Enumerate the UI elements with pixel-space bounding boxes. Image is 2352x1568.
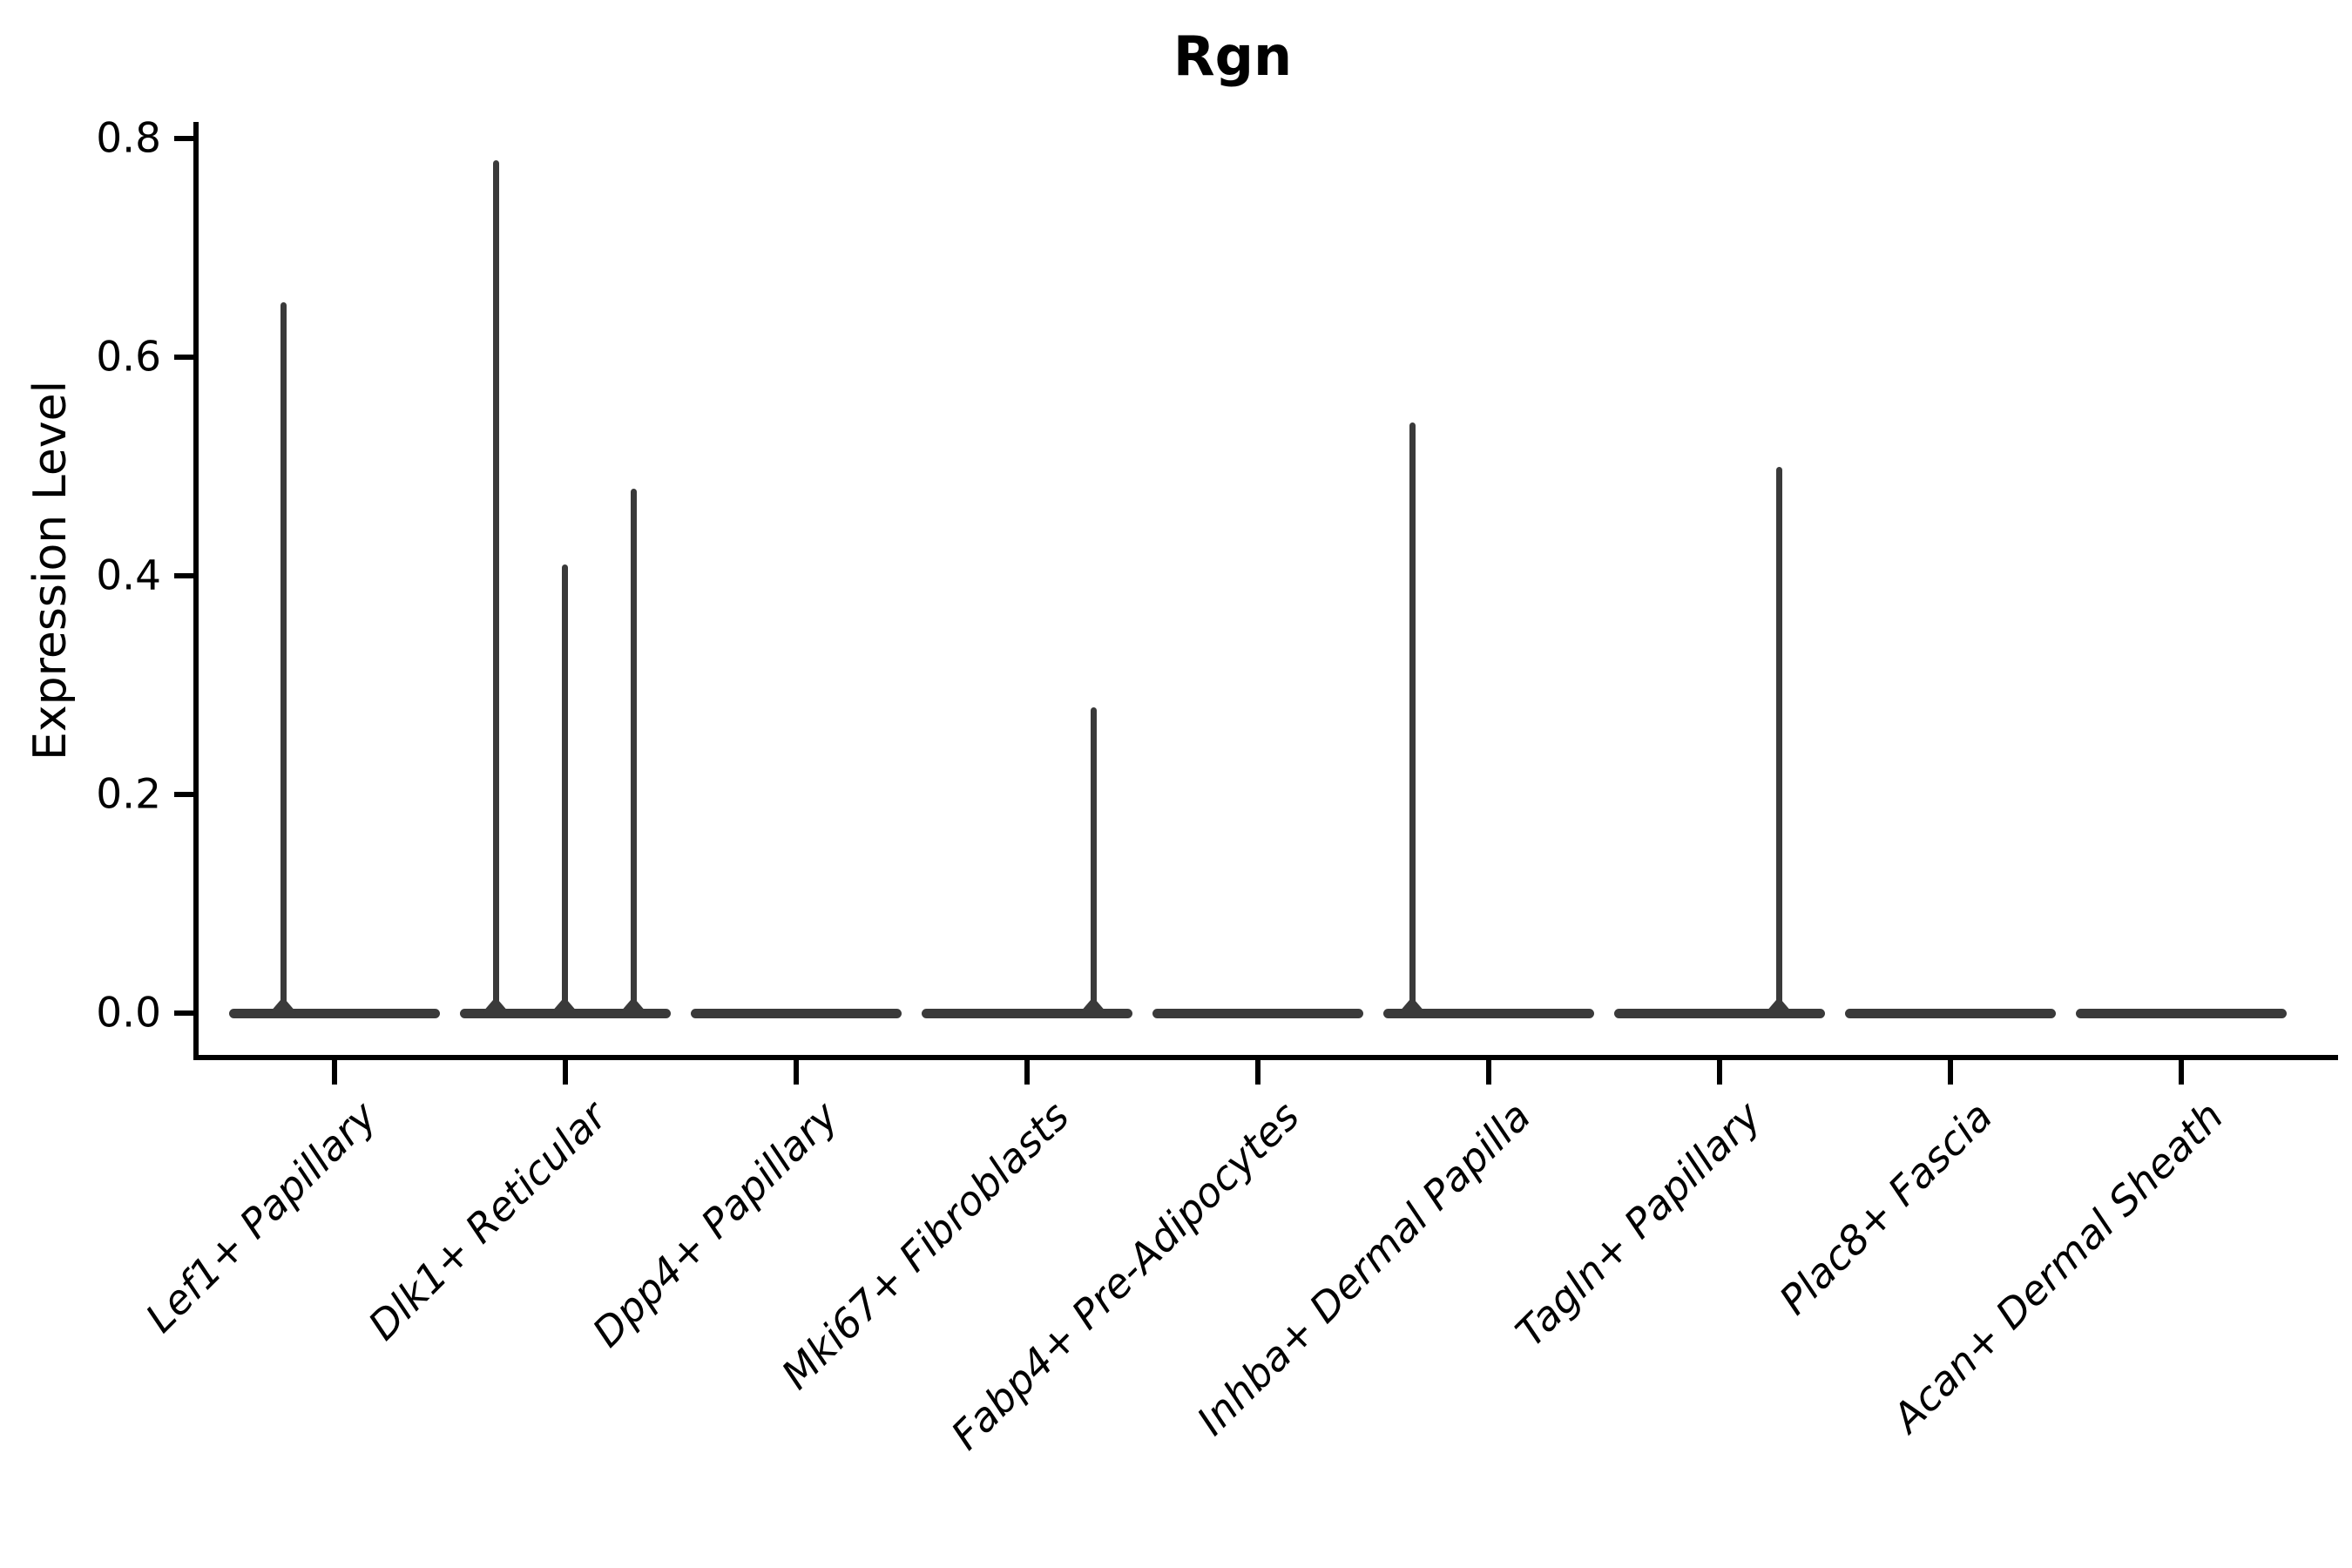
violin-base <box>1614 1009 1825 1018</box>
violin-base <box>1383 1009 1594 1018</box>
y-axis-label: Expression Level <box>24 380 77 761</box>
y-axis-tick <box>174 573 194 578</box>
violin-spike <box>280 302 287 1017</box>
x-axis-tick <box>1717 1060 1722 1085</box>
x-axis-tick-label: Dpp4+ Papillary <box>583 1092 848 1356</box>
x-axis-tick <box>1948 1060 1953 1085</box>
violin-base <box>229 1009 440 1018</box>
violin-base <box>691 1009 902 1018</box>
violin-spike <box>1090 706 1097 1017</box>
y-axis-spine <box>193 122 199 1058</box>
violin-spike-flare <box>1080 1000 1106 1012</box>
x-axis-tick <box>2179 1060 2184 1085</box>
y-axis-tick-label: 0.6 <box>96 333 161 382</box>
violin-base <box>2076 1009 2287 1018</box>
x-axis-tick-label: Dlk1+ Reticular <box>359 1092 617 1349</box>
x-axis-tick <box>332 1060 337 1085</box>
x-axis-tick <box>1255 1060 1260 1085</box>
y-axis-tick <box>174 355 194 360</box>
violin-spike-flare <box>270 1000 296 1012</box>
violin-spike <box>492 160 499 1017</box>
violin-spike <box>1409 422 1416 1017</box>
violin-spike-flare <box>551 1000 578 1012</box>
y-axis-tick-label: 0.2 <box>96 770 161 819</box>
violin-base <box>1845 1009 2056 1018</box>
x-axis-tick-label: Plac8+ Fascia <box>1769 1092 2002 1324</box>
plot-title: Rgn <box>1173 24 1293 88</box>
y-axis-tick-label: 0.4 <box>96 551 161 600</box>
violin-spike-flare <box>483 1000 509 1012</box>
violin-spike-flare <box>620 1000 646 1012</box>
x-axis-tick <box>1486 1060 1491 1085</box>
x-axis-tick-label: Tagln+ Papillary <box>1506 1092 1771 1356</box>
violin-base <box>1152 1009 1363 1018</box>
violin-base <box>922 1009 1132 1018</box>
violin-spike-flare <box>1399 1000 1425 1012</box>
x-axis-tick <box>563 1060 568 1085</box>
violin-spike <box>630 488 637 1017</box>
y-axis-tick-label: 0.0 <box>96 989 161 1037</box>
y-axis-tick <box>174 1010 194 1016</box>
violin-spike <box>1775 466 1782 1017</box>
y-axis-tick <box>174 136 194 141</box>
x-axis-tick <box>1024 1060 1030 1085</box>
x-axis-tick <box>794 1060 799 1085</box>
y-axis-tick-label: 0.8 <box>96 114 161 163</box>
violin-spike-flare <box>1766 1000 1792 1012</box>
violin-spike <box>561 564 568 1017</box>
x-axis-spine <box>193 1055 2338 1060</box>
y-axis-tick <box>174 792 194 797</box>
x-axis-tick-label: Lef1+ Papillary <box>136 1092 386 1342</box>
